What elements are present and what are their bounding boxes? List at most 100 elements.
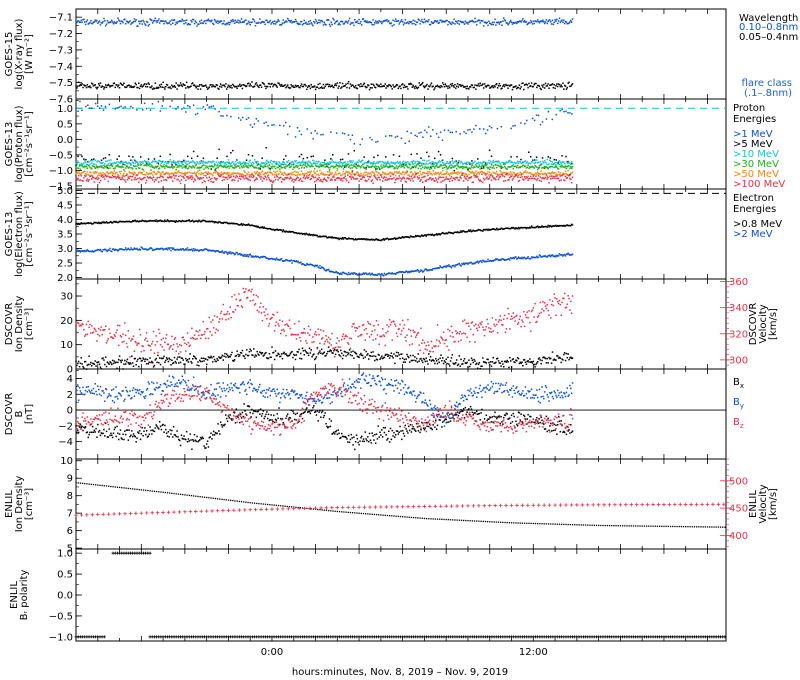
- data-point: [462, 230, 465, 232]
- data-point: [457, 86, 460, 88]
- data-point: [420, 20, 422, 23]
- data-point: [510, 160, 513, 163]
- data-point: [194, 20, 197, 22]
- data-point: [317, 266, 319, 268]
- data-point: [240, 175, 243, 177]
- data-point: [402, 163, 405, 166]
- data-point: [91, 160, 94, 162]
- data-point: [282, 19, 285, 21]
- data-point: [486, 163, 488, 166]
- data-point: [404, 171, 407, 174]
- data-point: [343, 164, 346, 167]
- data-point: [571, 113, 573, 115]
- data-point: [270, 179, 272, 182]
- data-point: [270, 257, 272, 260]
- data-point: [206, 88, 209, 90]
- data-point: [173, 220, 176, 222]
- data-point: [185, 165, 187, 168]
- data-point: [300, 83, 303, 85]
- data-point: [525, 21, 528, 23]
- data-point: [101, 162, 103, 165]
- data-point: [239, 224, 241, 226]
- data-point: [296, 162, 299, 165]
- data-point: [320, 164, 323, 166]
- data-point: [321, 266, 324, 269]
- data-point: [373, 24, 375, 26]
- data-point: [470, 84, 473, 86]
- data-point: [284, 259, 286, 262]
- data-point: [425, 84, 427, 87]
- data-point: [231, 87, 233, 89]
- data-point: [97, 177, 100, 180]
- data-point: [106, 171, 109, 173]
- data-point: [91, 165, 94, 167]
- data-point: [343, 22, 346, 25]
- data-point: [99, 222, 102, 224]
- data-point: [352, 237, 354, 240]
- data-point: [226, 171, 229, 174]
- data-point: [118, 162, 121, 164]
- data-point: [150, 169, 152, 171]
- data-point: [441, 21, 443, 23]
- data-point: [338, 163, 340, 165]
- data-point: [285, 230, 287, 232]
- data-point: [517, 86, 520, 89]
- data-point: [313, 86, 315, 88]
- data-point: [98, 181, 101, 184]
- data-point: [300, 170, 303, 173]
- data-point: [302, 163, 305, 166]
- data-point: [206, 173, 209, 175]
- data-point: [104, 248, 106, 251]
- data-point: [124, 161, 126, 164]
- data-point: [184, 165, 186, 167]
- data-point: [462, 84, 464, 87]
- data-point: [128, 161, 130, 164]
- data-point: [204, 171, 206, 174]
- data-point: [111, 221, 113, 224]
- data-point: [304, 161, 306, 163]
- data-point: [448, 231, 451, 234]
- data-point: [262, 166, 265, 169]
- data-point: [428, 162, 431, 164]
- data-point: [322, 161, 325, 164]
- data-point: [438, 166, 441, 168]
- data-point: [236, 21, 238, 23]
- data-point: [198, 169, 201, 172]
- data-point: [125, 86, 128, 88]
- data-point: [293, 259, 295, 262]
- data-point: [144, 23, 146, 25]
- data-point: [283, 260, 285, 262]
- data-point: [306, 171, 309, 173]
- data-point: [121, 248, 123, 251]
- data-point: [390, 161, 393, 163]
- legend-entry: >100 MeV: [733, 179, 785, 190]
- data-point: [155, 173, 157, 176]
- data-point: [432, 178, 434, 180]
- data-point: [154, 17, 157, 20]
- data-point: [396, 135, 399, 138]
- data-point: [536, 177, 539, 180]
- data-point: [167, 177, 170, 179]
- data-point: [112, 176, 115, 178]
- data-point: [518, 173, 521, 176]
- data-point: [252, 165, 254, 168]
- data-point: [385, 87, 387, 89]
- data-point: [102, 176, 104, 178]
- data-point: [218, 161, 220, 163]
- data-point: [452, 166, 454, 168]
- data-point: [202, 160, 204, 163]
- data-point: [555, 85, 557, 87]
- data-point: [252, 256, 255, 258]
- data-point: [141, 109, 144, 111]
- data-point: [554, 225, 556, 227]
- data-point: [398, 155, 401, 158]
- data-point: [117, 163, 119, 166]
- data-point: [76, 171, 78, 174]
- data-point: [178, 162, 180, 165]
- data-point: [550, 225, 552, 227]
- data-point: [184, 220, 186, 222]
- data-point: [188, 23, 191, 26]
- data-point: [476, 84, 479, 87]
- data-point: [135, 19, 137, 21]
- data-point: [506, 173, 508, 176]
